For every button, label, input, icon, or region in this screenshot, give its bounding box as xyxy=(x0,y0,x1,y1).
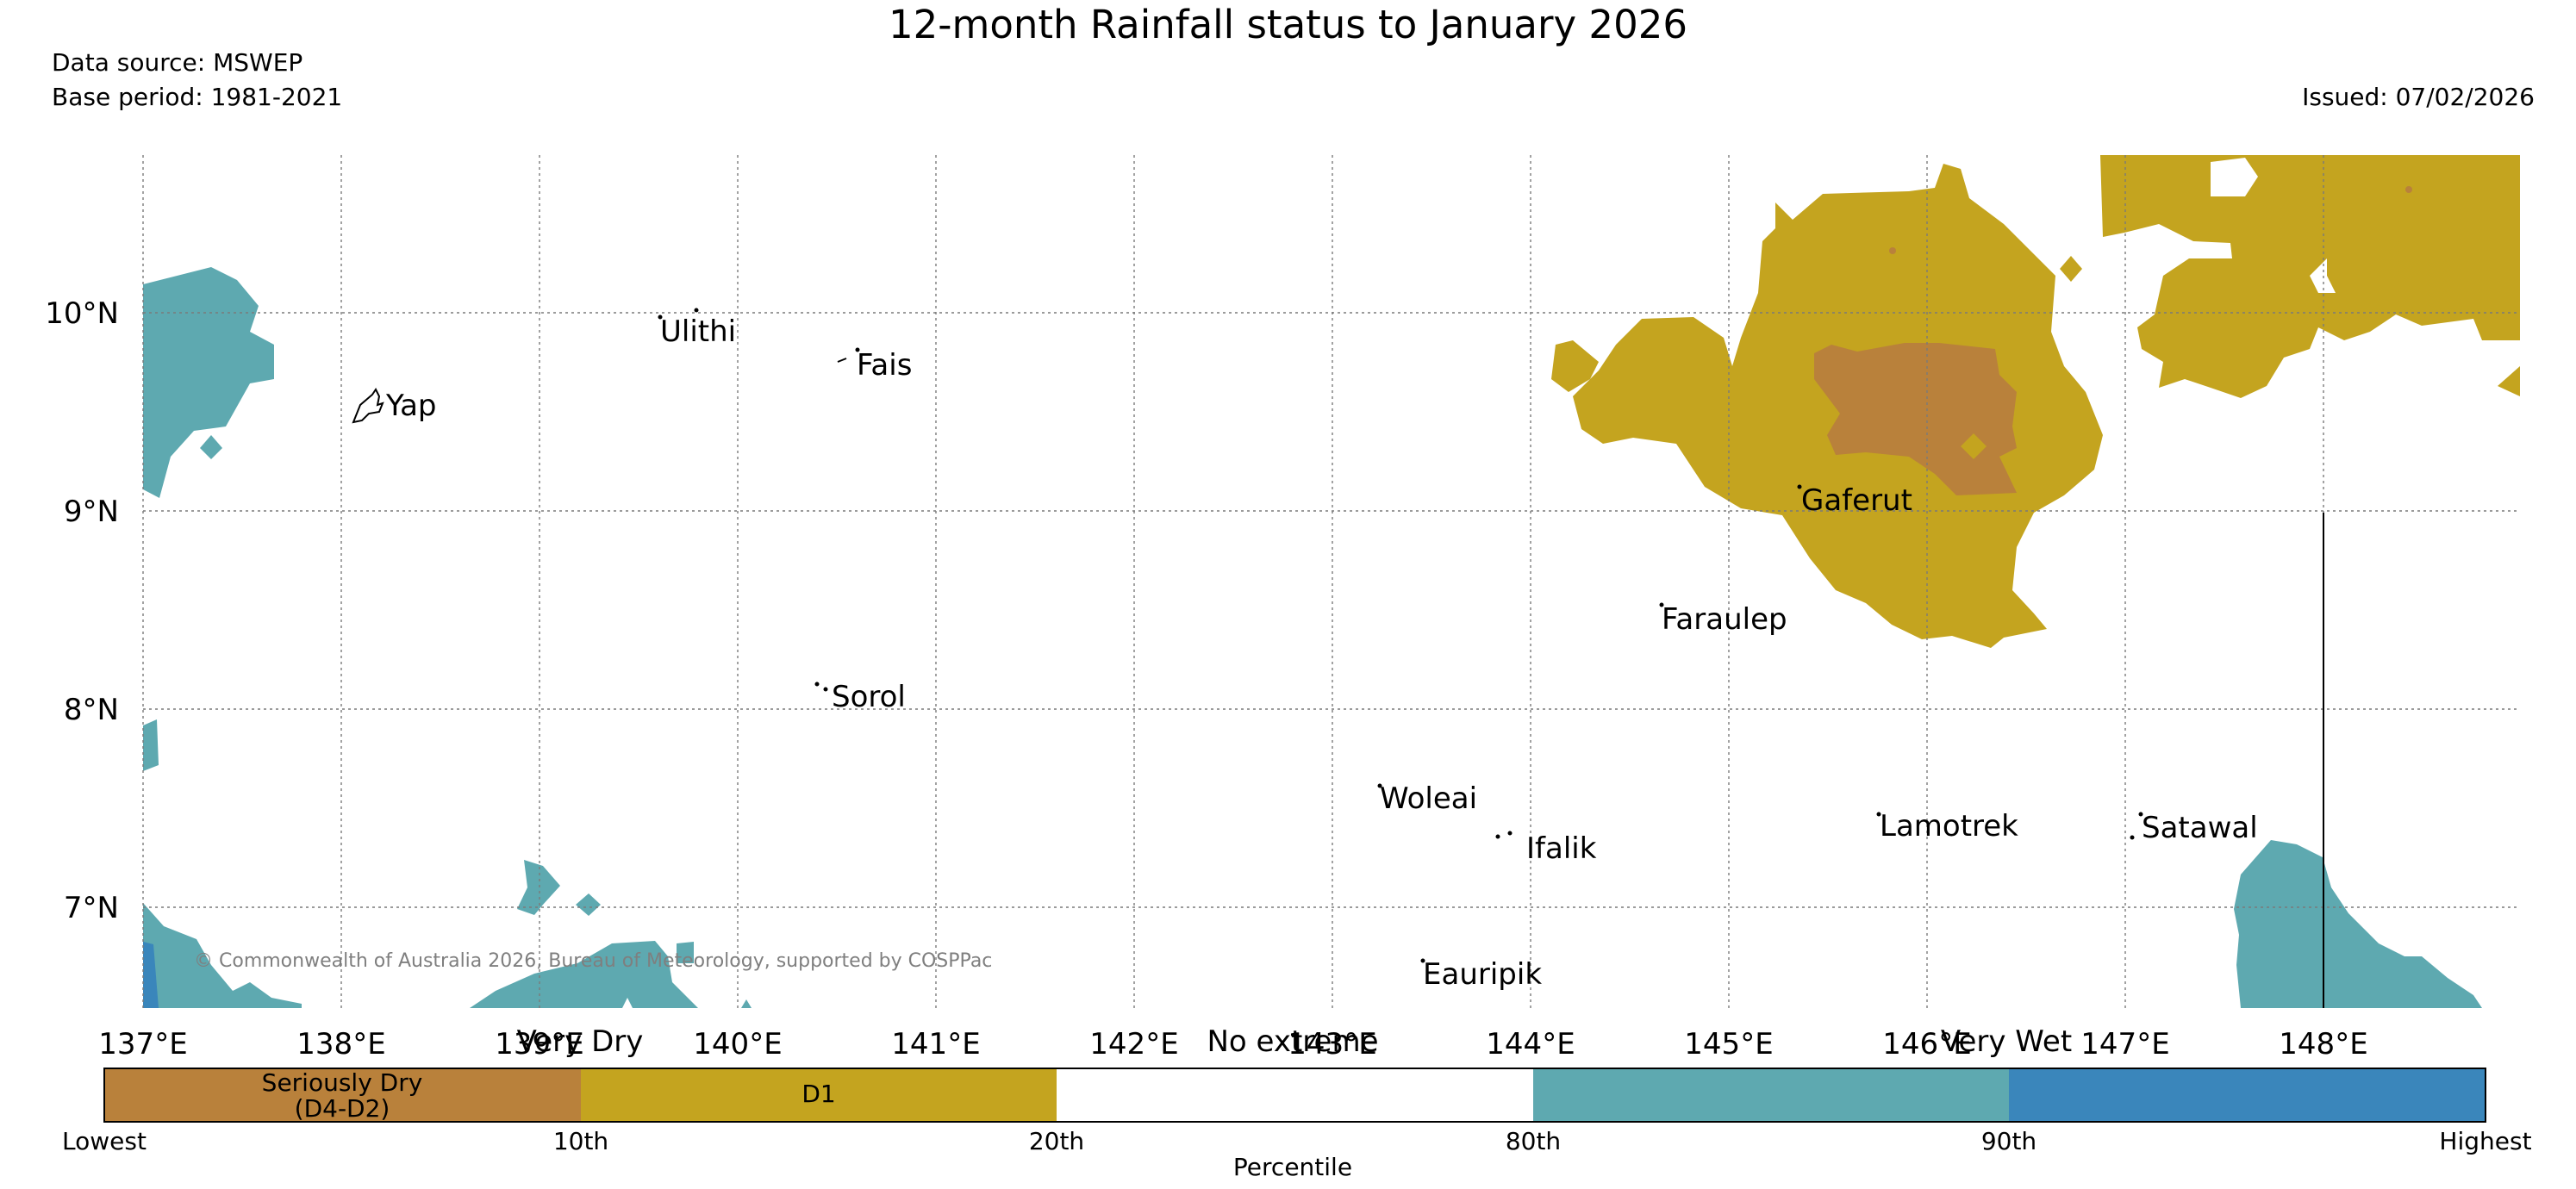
dry-region-seriously-dry xyxy=(1814,343,2017,495)
lat-tick-10n: 10°N xyxy=(45,296,119,331)
place-label-faraulep: Faraulep xyxy=(1662,602,1787,637)
lon-tick-138e: 138°E xyxy=(296,1027,385,1061)
base-period-label: Base period: 1981-2021 xyxy=(52,83,343,111)
legend-threshold-highest: Highest xyxy=(2439,1127,2531,1155)
place-label-sorol: Sorol xyxy=(832,680,906,714)
wet-region-west xyxy=(143,267,274,498)
dry-spot-d1-inner xyxy=(1961,433,1987,459)
wet-spot-south-3 xyxy=(677,942,694,963)
place-label-eauripik: Eauripik xyxy=(1423,957,1542,992)
gap-northeast-1 xyxy=(2211,158,2258,196)
wet-region-south xyxy=(470,941,698,1008)
lon-tick-144e: 144°E xyxy=(1486,1027,1575,1061)
lon-tick-139e: 139°E xyxy=(495,1027,583,1061)
place-label-satawal: Satawal xyxy=(2142,811,2258,845)
lat-tick-8n: 8°N xyxy=(64,693,119,727)
legend-bin-no-extreme xyxy=(1057,1068,1533,1122)
copyright-notice: © Commonwealth of Australia 2026, Bureau… xyxy=(194,950,992,972)
legend-bin-label-d1: D1 xyxy=(801,1080,835,1108)
legend-threshold-lowest: Lowest xyxy=(62,1127,147,1155)
legend-category-very-wet: Very Wet xyxy=(1941,1024,2072,1059)
rainfall-shading xyxy=(143,155,2520,1008)
issued-date-label: Issued: 07/02/2026 xyxy=(2302,83,2535,111)
wet-region-southeast xyxy=(2234,840,2482,1008)
island-markers xyxy=(352,308,2143,963)
wet-spot-south-1 xyxy=(517,860,560,915)
place-label-ulithi: Ulithi xyxy=(660,314,736,349)
lon-tick-147e: 147°E xyxy=(2080,1027,2169,1061)
place-label-woleai: Woleai xyxy=(1380,781,1477,816)
legend-axis-label: Percentile xyxy=(1233,1153,1352,1181)
legend-bin-very-wet xyxy=(1533,1068,2009,1122)
legend-bin-highest xyxy=(2009,1068,2486,1122)
legend-bin-label-seriously-dry: Seriously Dry xyxy=(262,1068,423,1097)
place-label-yap: Yap xyxy=(385,389,437,423)
yap-island-outline xyxy=(352,388,384,424)
very-wet-region xyxy=(143,942,159,1008)
map-title: 12-month Rainfall status to January 2026 xyxy=(889,2,1687,47)
legend-bin-label-d4-d2: (D4-D2) xyxy=(295,1094,390,1123)
legend-bin-seriously-dry xyxy=(104,1068,581,1122)
lon-tick-145e: 145°E xyxy=(1684,1027,1773,1061)
wet-spot-south-2 xyxy=(576,893,601,916)
lat-tick-7n: 7°N xyxy=(64,891,119,925)
place-label-gaferut: Gaferut xyxy=(1801,483,1912,518)
legend-threshold-90th: 90th xyxy=(1981,1127,2036,1155)
wet-spot-west xyxy=(200,435,222,459)
legend-threshold-80th: 80th xyxy=(1506,1127,1561,1155)
place-label-lamotrek: Lamotrek xyxy=(1880,809,2018,844)
legend-threshold-20th: 20th xyxy=(1029,1127,1084,1155)
wet-region-southwest xyxy=(143,903,302,1008)
lat-tick-9n: 9°N xyxy=(64,495,119,529)
lon-tick-141e: 141°E xyxy=(891,1027,980,1061)
gap-northeast-2 xyxy=(2310,258,2336,293)
lon-tick-148e: 148°E xyxy=(2279,1027,2367,1061)
legend-colorbar: Very Dry No extreme Very Wet Seriously D… xyxy=(62,1024,2532,1181)
place-label-fais: Fais xyxy=(857,348,912,383)
legend-category-very-dry: Very Dry xyxy=(517,1024,644,1059)
legend-bin-d1 xyxy=(581,1068,1057,1122)
lon-tick-137e: 137°E xyxy=(98,1027,187,1061)
dry-spot-d1-west xyxy=(1551,340,1599,392)
lon-tick-143e: 143°E xyxy=(1288,1027,1376,1061)
data-source-label: Data source: MSWEP xyxy=(52,48,303,77)
legend-category-no-extreme: No extreme xyxy=(1207,1024,1378,1059)
wet-strip-west xyxy=(143,719,159,771)
lon-tick-146e: 146°E xyxy=(1882,1027,1971,1061)
dry-spot-d1-small xyxy=(2060,256,2082,282)
graticule xyxy=(142,155,2520,1008)
legend-threshold-10th: 10th xyxy=(553,1127,608,1155)
place-label-ifalik: Ifalik xyxy=(1526,831,1597,866)
lon-tick-140e: 140°E xyxy=(693,1027,782,1061)
dry-spot-d1-east xyxy=(2498,366,2520,396)
lon-tick-142e: 142°E xyxy=(1089,1027,1178,1061)
